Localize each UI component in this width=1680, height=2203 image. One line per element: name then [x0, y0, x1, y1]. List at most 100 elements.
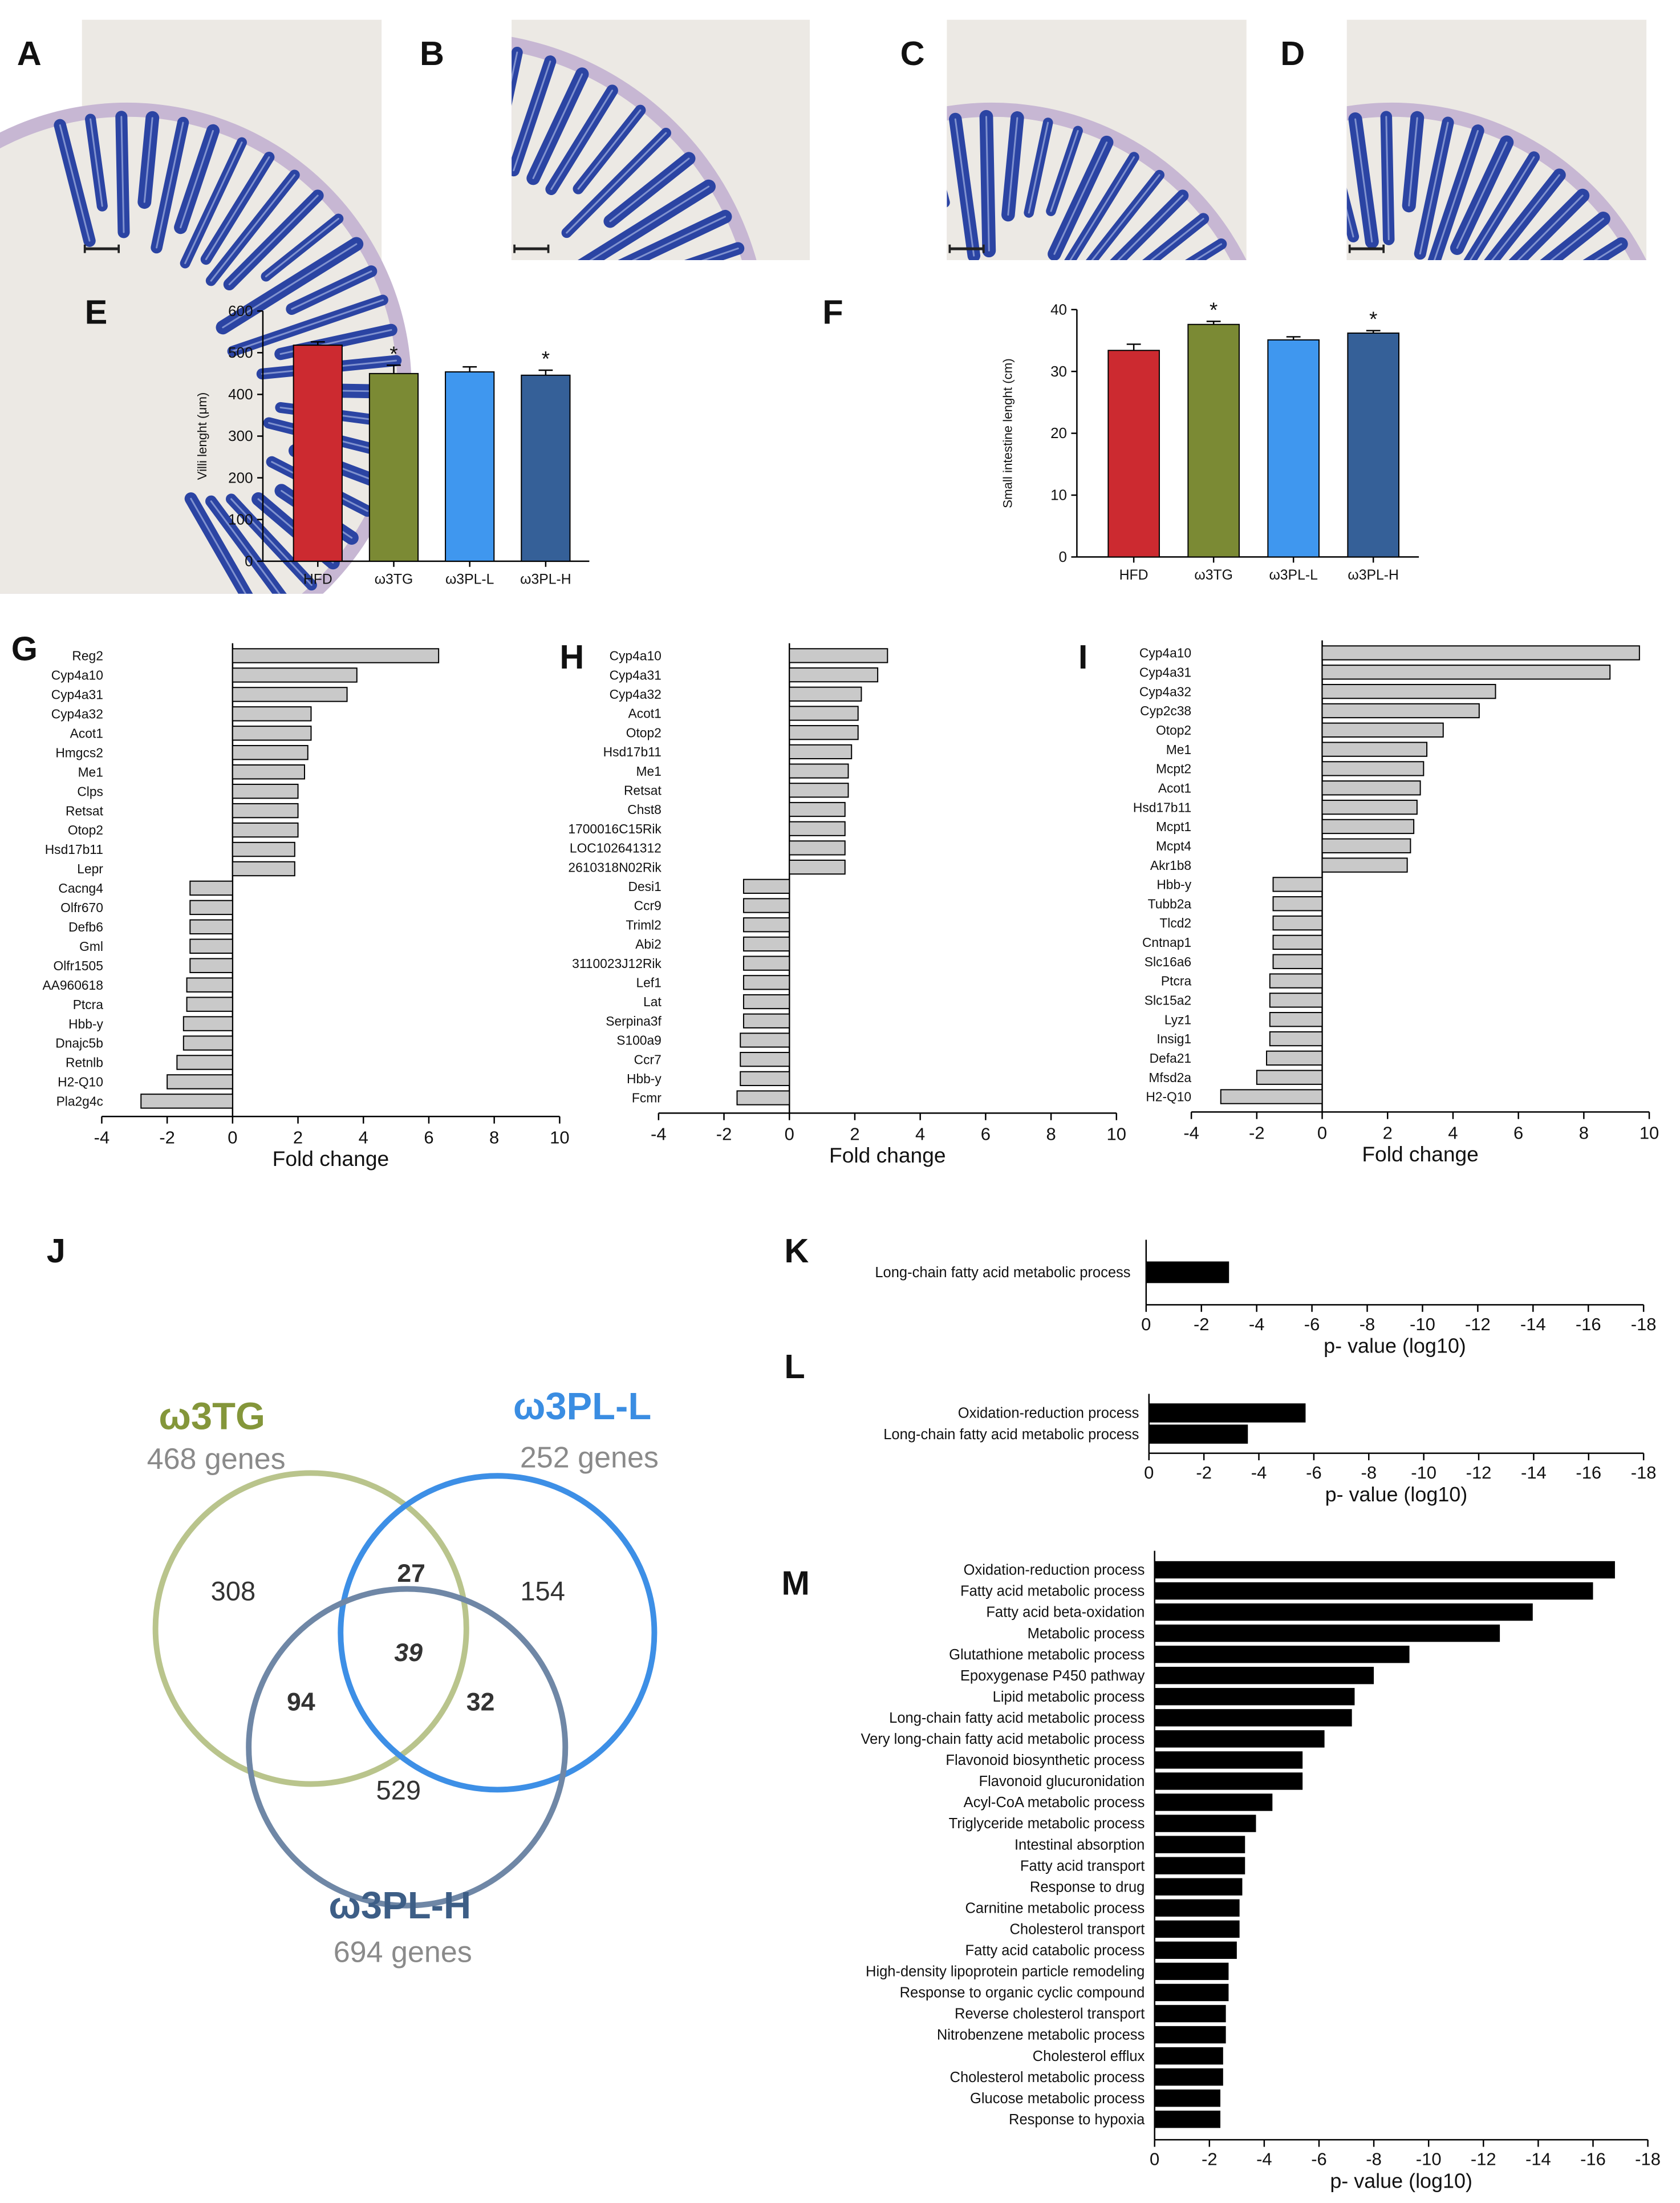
villus-core	[156, 122, 184, 249]
gene-label: Hsd17b11	[1133, 800, 1191, 815]
villus-core	[1007, 117, 1018, 216]
bar	[740, 1052, 790, 1067]
bar	[1321, 838, 1411, 853]
bar	[521, 374, 571, 562]
bar	[182, 1035, 233, 1051]
term-label: Epoxygenase P450 pathway	[960, 1668, 1145, 1684]
gene-label: 3110023J12Rik	[572, 956, 662, 971]
x-tick-label: ω3TG	[1194, 568, 1233, 583]
gene-label: Lat	[643, 994, 662, 1009]
bar	[368, 372, 419, 562]
bar	[1269, 1031, 1323, 1047]
gene-label: Cyp4a10	[610, 649, 662, 663]
x-tick-label: -4	[94, 1127, 110, 1147]
bar	[232, 861, 295, 877]
x-tick-label: -2	[1196, 1463, 1212, 1483]
term-label: Glucose metabolic process	[970, 2091, 1145, 2107]
bar	[1154, 1645, 1410, 1663]
y-tick-label: 0	[1059, 548, 1067, 565]
micrograph-b	[512, 19, 810, 260]
gene-label: Serpina3f	[606, 1014, 662, 1028]
gene-label: Cyp4a10	[1139, 646, 1191, 661]
chart-g-fold-change: -4 -2 0 2 4 6 8 10 Fold change Reg2 Cyp4a10 Cyp4a31…	[42, 643, 570, 1171]
bar	[1154, 1709, 1352, 1727]
x-tick-label: -4	[1249, 1314, 1265, 1334]
x-tick-label: -10	[1416, 2149, 1442, 2169]
tissue	[1346, 103, 1646, 260]
term-label: Response to organic cyclic compound	[900, 1985, 1145, 2001]
region-all-three: 39	[394, 1639, 423, 1667]
villus-core	[1517, 195, 1584, 260]
term-label: Fatty acid metabolic process	[960, 1584, 1145, 1599]
x-tick-label: -12	[1471, 2149, 1496, 2169]
circle-w3plh	[246, 1586, 569, 1909]
bar	[1321, 703, 1480, 719]
panel-letter-g: G	[11, 629, 38, 667]
x-axis-label: Fold change	[273, 1147, 389, 1171]
bar	[1154, 1899, 1240, 1917]
term-label: Triglyceride metabolic process	[949, 1816, 1145, 1832]
y-tick-label: 500	[228, 344, 253, 361]
x-tick-label: 0	[1150, 2149, 1159, 2169]
x-tick-label: 10	[1640, 1123, 1659, 1143]
term-label: Flavonoid biosynthetic process	[945, 1752, 1145, 1768]
gene-label: Me1	[1166, 742, 1191, 757]
micrograph-row	[0, 19, 1647, 594]
villus-core	[1050, 129, 1079, 212]
panel-letter-a: A	[17, 34, 42, 72]
bar	[1149, 1424, 1248, 1444]
bar	[1154, 1772, 1303, 1790]
bar	[1269, 993, 1323, 1008]
chart-h-fold-change: -4 -2 0 2 4 6 8 10 Fold change Cyp4a10 Cyp4a31 Cyp4…	[568, 643, 1126, 1167]
term-label: Reverse cholesterol transport	[955, 2006, 1145, 2022]
circle-w3tg	[152, 1470, 469, 1787]
term-label: Long-chain fatty acid metabolic process	[883, 1427, 1139, 1443]
gene-label: H2-Q10	[1146, 1090, 1191, 1104]
x-tick-label: -6	[1311, 2149, 1327, 2169]
x-tick-label: -18	[1635, 2149, 1661, 2169]
villus-core	[701, 248, 739, 260]
villus-core	[143, 117, 153, 203]
term-label: Cholesterol efflux	[1033, 2048, 1145, 2064]
term-label: Very long-chain fatty acid metabolic pro…	[861, 1731, 1145, 1747]
term-label: Oxidation-reduction process	[958, 1406, 1139, 1422]
gene-label: Hmgcs2	[55, 745, 103, 760]
bar	[789, 763, 849, 779]
panel-letter-b: B	[420, 34, 444, 72]
x-tick-label: 8	[489, 1127, 499, 1147]
bar	[789, 840, 846, 856]
gene-label: Acot1	[70, 726, 103, 740]
y-tick-label: 100	[228, 511, 253, 528]
bar	[1154, 1624, 1500, 1642]
bar	[789, 744, 853, 760]
chart-i-fold-change: -4 -2 0 2 4 6 8 10 Fold change Cyp4a10 Cyp4a31 Cyp4…	[1133, 640, 1659, 1166]
bar	[1220, 1089, 1323, 1104]
gene-label: Olfr670	[60, 900, 103, 915]
x-tick-label: HFD	[1119, 568, 1149, 583]
significance-mark: *	[1210, 298, 1218, 322]
gene-label: Gml	[79, 939, 103, 954]
villus-core	[1053, 141, 1108, 255]
gene-label: Clps	[77, 784, 103, 799]
gene-label: Acot1	[1158, 780, 1191, 795]
bar	[1154, 1878, 1243, 1896]
bar	[1267, 339, 1320, 558]
bar	[742, 898, 790, 913]
bar	[1256, 1070, 1323, 1085]
gene-label: Lyz1	[1164, 1012, 1191, 1027]
gene-label: Cntnap1	[1142, 935, 1191, 950]
villus-core	[631, 216, 727, 260]
bar	[1272, 934, 1323, 950]
bar	[232, 783, 299, 799]
panel-letter-f: F	[822, 293, 843, 331]
gene-label: Hbb-y	[1156, 877, 1191, 892]
gene-label: Hsd17b11	[45, 842, 103, 857]
panel-letters: A B C D E F G H I J K L M	[11, 34, 1305, 1602]
significance-mark: *	[542, 347, 550, 371]
gene-label: AA960618	[42, 978, 103, 993]
x-tick-label: -6	[1304, 1314, 1320, 1334]
bar	[1321, 819, 1415, 835]
gene-label: Slc16a6	[1145, 954, 1191, 969]
bar	[1321, 799, 1418, 815]
